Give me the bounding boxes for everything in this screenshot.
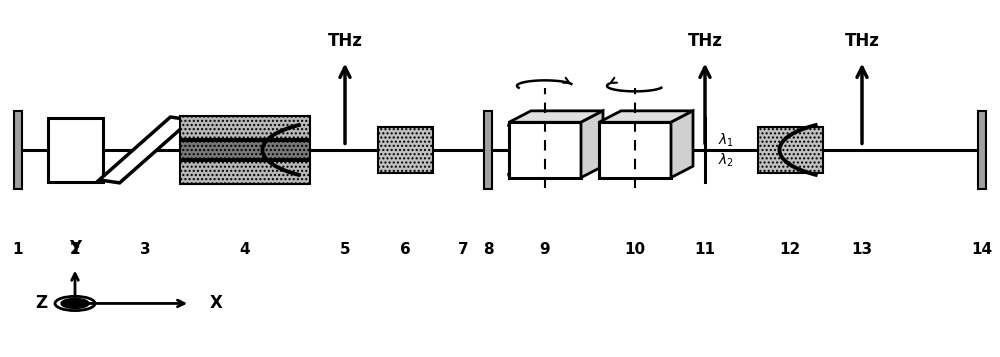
Text: 6: 6 bbox=[400, 242, 410, 257]
Bar bbox=[180, 116, 310, 139]
Text: 3: 3 bbox=[140, 242, 150, 257]
Bar bbox=[180, 141, 310, 159]
Bar bbox=[378, 127, 432, 173]
Circle shape bbox=[61, 298, 89, 308]
Text: 4: 4 bbox=[240, 242, 250, 257]
Text: 11: 11 bbox=[694, 242, 716, 257]
Text: THz: THz bbox=[688, 32, 722, 50]
Text: 8: 8 bbox=[483, 242, 493, 257]
Text: $\lambda_1$: $\lambda_1$ bbox=[718, 131, 734, 149]
Text: THz: THz bbox=[328, 32, 362, 50]
Bar bbox=[180, 161, 310, 184]
Text: 5: 5 bbox=[340, 242, 350, 257]
Text: 1: 1 bbox=[13, 242, 23, 257]
Text: Y: Y bbox=[69, 239, 81, 257]
Text: X: X bbox=[210, 295, 223, 312]
Text: 14: 14 bbox=[971, 242, 993, 257]
Text: 10: 10 bbox=[624, 242, 646, 257]
Text: 2: 2 bbox=[70, 242, 80, 257]
Polygon shape bbox=[581, 111, 603, 178]
Text: 9: 9 bbox=[540, 242, 550, 257]
Bar bbox=[599, 122, 671, 178]
Text: 13: 13 bbox=[851, 242, 873, 257]
Text: 7: 7 bbox=[458, 242, 468, 257]
Bar bbox=[509, 122, 581, 178]
Text: Z: Z bbox=[35, 295, 47, 312]
Text: 12: 12 bbox=[779, 242, 801, 257]
Bar bbox=[978, 111, 986, 189]
Polygon shape bbox=[509, 111, 603, 122]
Bar bbox=[758, 127, 822, 173]
Bar bbox=[484, 111, 492, 189]
Polygon shape bbox=[671, 111, 693, 178]
Text: $\lambda_2$: $\lambda_2$ bbox=[718, 151, 734, 169]
Text: THz: THz bbox=[845, 32, 879, 50]
Bar bbox=[99, 117, 191, 183]
Bar bbox=[14, 111, 22, 189]
Bar bbox=[48, 118, 103, 182]
Polygon shape bbox=[599, 111, 693, 122]
